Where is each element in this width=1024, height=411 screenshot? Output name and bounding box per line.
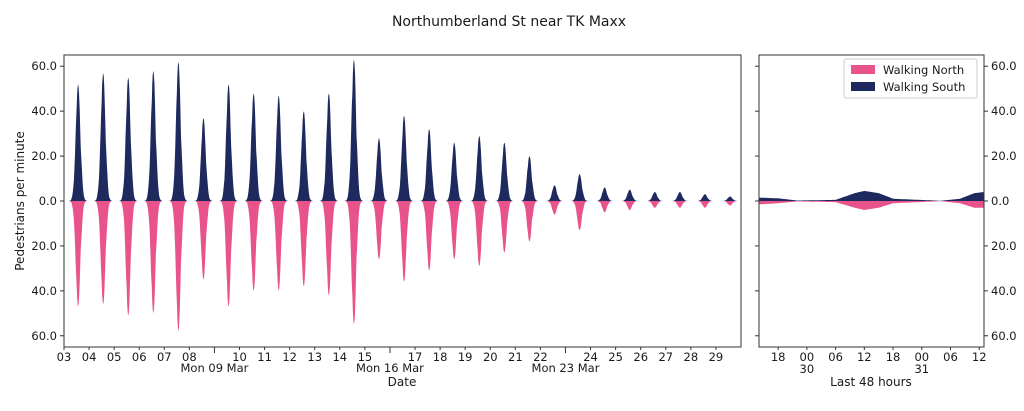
x-tick-label: 21 bbox=[508, 350, 523, 364]
x-tick-label: 22 bbox=[533, 350, 548, 364]
y-tick-label-right: 20.0 bbox=[991, 149, 1017, 163]
x-tick-label: 12 bbox=[972, 350, 987, 364]
x-tick-label: 14 bbox=[332, 350, 347, 364]
x-tick-label: 06 bbox=[943, 350, 958, 364]
side-x-axis-title: Last 48 hours bbox=[830, 375, 912, 389]
x-tick-label: 25 bbox=[608, 350, 623, 364]
x-tick-label: 00 bbox=[800, 350, 815, 364]
y-tick-label-left: 20.0 bbox=[31, 149, 57, 163]
y-tick-label-right: 0.0 bbox=[991, 194, 1009, 208]
x-tick-label: 18 bbox=[771, 350, 786, 364]
x-tick-label: 08 bbox=[182, 350, 197, 364]
main-panel-ticks: 60.040.020.00.020.040.060.003 04 05 06 07 08 1… bbox=[31, 59, 723, 375]
x-tick-label: 12 bbox=[282, 350, 297, 364]
legend-swatch-south bbox=[851, 82, 875, 91]
x-tick-label: 06 bbox=[828, 350, 843, 364]
x-tick-label: 05 bbox=[107, 350, 122, 364]
legend: Walking North Walking South bbox=[843, 58, 978, 99]
x-tick-label: 15 bbox=[358, 350, 373, 364]
x-tick-label: 06 bbox=[132, 350, 147, 364]
area-walking-south-last-48-hours bbox=[759, 190, 984, 201]
main-x-axis-title: Date bbox=[388, 375, 417, 389]
x-tick-label: 11 bbox=[257, 350, 272, 364]
x-tick-label: 26 bbox=[633, 350, 648, 364]
y-tick-label-left: 60.0 bbox=[31, 329, 57, 343]
x-tick-label: 24 bbox=[583, 350, 598, 364]
x-tick-label: 04 bbox=[82, 350, 97, 364]
x-tick-label: 17 bbox=[408, 350, 423, 364]
y-tick-label-left: 20.0 bbox=[31, 239, 57, 253]
y-tick-label-right: 40.0 bbox=[991, 104, 1017, 118]
area-walking-south-main bbox=[64, 59, 741, 201]
x-tick-label: 27 bbox=[658, 350, 673, 364]
area-walking-north-last-48-hours bbox=[759, 201, 984, 210]
y-tick-label-right: 40.0 bbox=[991, 284, 1017, 298]
x-tick-label: 03 bbox=[57, 350, 72, 364]
x-tick-label: 13 bbox=[307, 350, 322, 364]
x-major-tick-label: 30 bbox=[800, 362, 815, 376]
y-tick-label-left: 0.0 bbox=[39, 194, 57, 208]
y-tick-label-right: 60.0 bbox=[991, 59, 1017, 73]
chart-title: Northumberland St near TK Maxx bbox=[392, 14, 626, 30]
x-major-tick-label: Mon 23 Mar bbox=[532, 361, 600, 375]
legend-label-north: Walking North bbox=[883, 63, 964, 77]
x-tick-label: 18 bbox=[886, 350, 901, 364]
x-tick-label: 29 bbox=[709, 350, 724, 364]
side-panel-ticks: 60.0 40.0 20.0 0.0 20.0 40.0 60.0 18 00 06 12 18 00 0… bbox=[755, 59, 1017, 376]
side-panel-areas bbox=[759, 190, 984, 210]
legend-box bbox=[843, 58, 978, 99]
main-panel-areas bbox=[64, 59, 741, 332]
legend-label-south: Walking South bbox=[883, 80, 965, 94]
legend-swatch-north bbox=[851, 65, 875, 74]
area-walking-north-main bbox=[64, 201, 741, 332]
x-major-tick-label: Mon 09 Mar bbox=[180, 361, 248, 375]
y-tick-label-left: 40.0 bbox=[31, 104, 57, 118]
x-tick-label: 07 bbox=[157, 350, 172, 364]
x-tick-label: 28 bbox=[684, 350, 699, 364]
x-tick-label: 18 bbox=[433, 350, 448, 364]
x-tick-label: 20 bbox=[483, 350, 498, 364]
y-tick-label-right: 20.0 bbox=[991, 239, 1017, 253]
y-tick-label-left: 60.0 bbox=[31, 59, 57, 73]
x-tick-label: 12 bbox=[857, 350, 872, 364]
x-tick-label: 19 bbox=[458, 350, 473, 364]
x-tick-label: 00 bbox=[914, 350, 929, 364]
y-axis-title: Pedestrians per minute bbox=[13, 131, 27, 271]
x-tick-label: 10 bbox=[232, 350, 247, 364]
y-tick-label-right: 60.0 bbox=[991, 329, 1017, 343]
x-major-tick-label: 31 bbox=[914, 362, 929, 376]
x-major-tick-label: Mon 16 Mar bbox=[356, 361, 424, 375]
y-tick-label-left: 40.0 bbox=[31, 284, 57, 298]
